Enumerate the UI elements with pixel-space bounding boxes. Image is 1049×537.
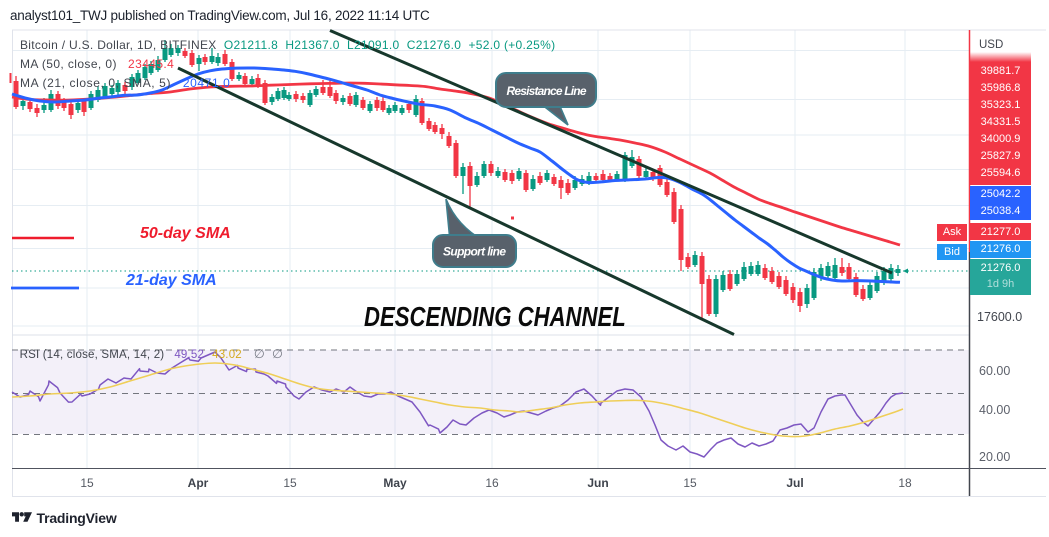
svg-text:Support line: Support line <box>443 245 506 259</box>
svg-text:TradingView: TradingView <box>36 512 116 526</box>
svg-text:Resistance Line: Resistance Line <box>507 84 587 98</box>
